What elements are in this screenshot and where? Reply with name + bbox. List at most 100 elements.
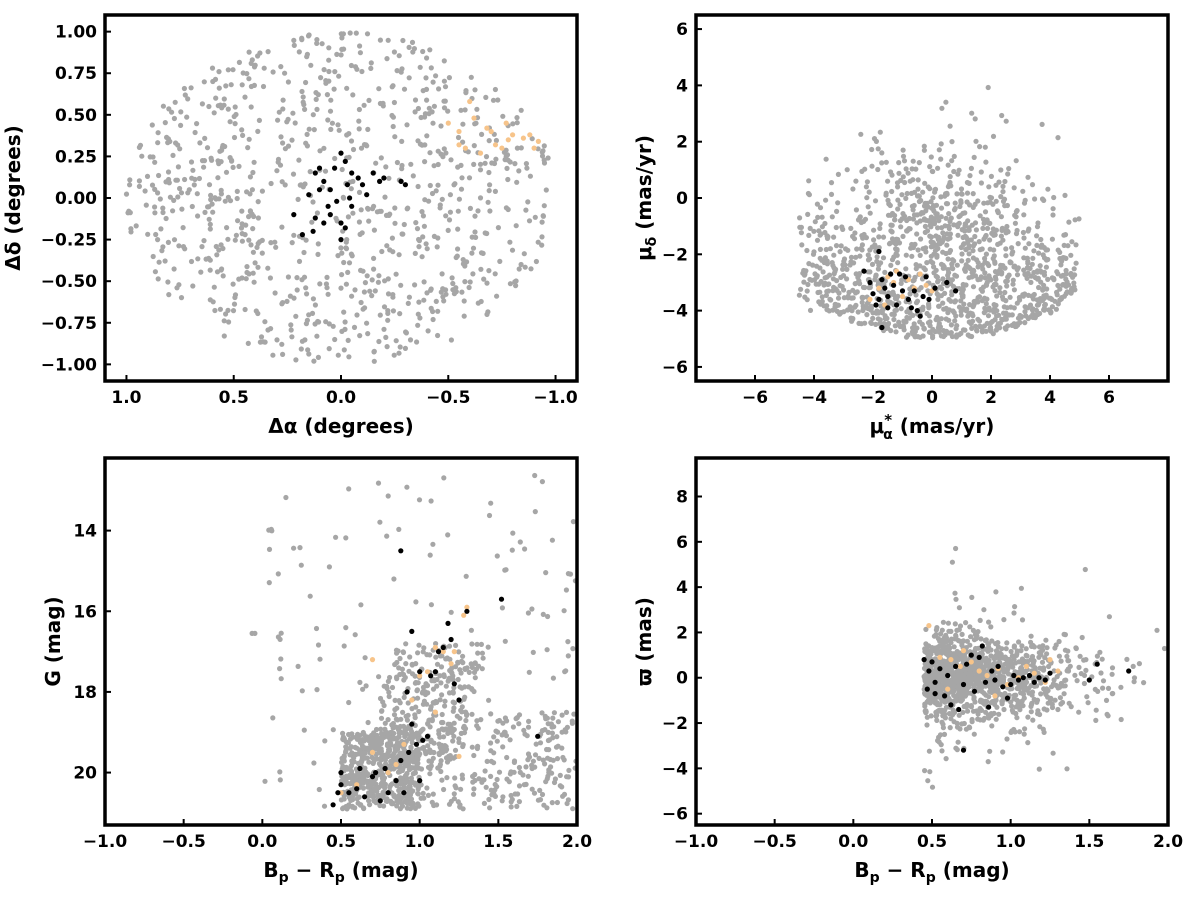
field-point xyxy=(910,312,916,318)
field-point xyxy=(234,195,240,202)
members-point xyxy=(929,659,935,665)
field-point xyxy=(550,715,556,721)
members-point xyxy=(402,182,408,188)
field-point xyxy=(195,256,201,262)
field-point xyxy=(326,45,332,51)
field-point xyxy=(178,295,185,301)
field-point xyxy=(871,237,877,243)
field-point xyxy=(811,249,817,255)
field-point xyxy=(1014,715,1020,721)
members-point xyxy=(401,790,407,796)
field-point xyxy=(330,323,336,329)
field-point xyxy=(948,330,954,336)
field-point xyxy=(450,677,456,683)
field-point xyxy=(1093,707,1099,713)
field-point xyxy=(922,768,928,774)
series-highlight xyxy=(338,604,470,796)
field-point xyxy=(409,736,415,742)
field-point xyxy=(435,235,441,241)
field-point xyxy=(938,141,944,147)
field-point xyxy=(390,294,396,300)
field-point xyxy=(475,650,481,656)
field-point xyxy=(841,287,847,293)
series-field xyxy=(921,545,1168,790)
field-point xyxy=(844,266,850,272)
field-point xyxy=(250,249,256,255)
field-point xyxy=(404,484,410,490)
field-point xyxy=(1076,216,1082,222)
field-point xyxy=(431,163,437,169)
field-point xyxy=(970,708,977,714)
field-point xyxy=(380,792,386,798)
members-point xyxy=(911,288,917,294)
field-point xyxy=(434,661,441,667)
field-point xyxy=(494,293,500,299)
highlight-point xyxy=(488,128,494,135)
field-point xyxy=(339,759,345,766)
field-point xyxy=(194,191,200,197)
field-point xyxy=(385,291,392,297)
field-point xyxy=(211,110,217,116)
field-point xyxy=(293,313,299,319)
field-point xyxy=(969,333,975,340)
field-point xyxy=(1071,284,1077,290)
field-point xyxy=(1020,703,1026,709)
field-point xyxy=(990,201,996,207)
y-tick-label: −2 xyxy=(662,245,688,265)
field-point xyxy=(383,761,389,767)
field-point xyxy=(951,168,957,175)
members-point xyxy=(885,305,891,311)
field-point xyxy=(336,127,342,133)
field-point xyxy=(535,797,542,803)
members-point xyxy=(902,274,909,280)
field-point xyxy=(899,216,905,222)
field-point xyxy=(936,739,942,745)
field-point xyxy=(975,316,981,322)
field-point xyxy=(850,295,856,301)
field-point xyxy=(539,153,546,159)
field-point xyxy=(395,648,401,654)
field-point xyxy=(1061,631,1067,637)
field-point xyxy=(248,104,254,110)
field-point xyxy=(221,96,227,102)
field-point xyxy=(943,250,949,257)
field-point xyxy=(931,251,937,257)
field-point xyxy=(311,127,317,133)
field-point xyxy=(450,689,456,695)
field-point xyxy=(997,320,1004,326)
field-point xyxy=(940,300,946,306)
field-point xyxy=(944,242,950,248)
field-point xyxy=(357,43,363,49)
field-point xyxy=(417,315,423,321)
field-point xyxy=(360,753,366,759)
field-point xyxy=(482,160,488,166)
field-point xyxy=(900,153,907,159)
field-point xyxy=(550,675,557,681)
field-point xyxy=(397,700,403,706)
field-point xyxy=(508,799,514,805)
field-point xyxy=(346,154,352,160)
field-point xyxy=(207,221,213,227)
members-point xyxy=(1047,670,1053,676)
field-point xyxy=(1009,653,1016,659)
field-point xyxy=(1009,245,1015,251)
field-point xyxy=(239,127,245,133)
field-point xyxy=(458,107,464,113)
field-point xyxy=(366,759,372,765)
field-point xyxy=(357,679,363,686)
field-point xyxy=(407,780,413,786)
field-point xyxy=(243,276,249,282)
field-point xyxy=(450,673,456,679)
field-point xyxy=(356,773,362,779)
field-point xyxy=(936,237,942,243)
field-point xyxy=(417,64,423,70)
field-point xyxy=(344,806,350,812)
field-point xyxy=(823,292,830,298)
field-point xyxy=(1045,700,1051,706)
field-point xyxy=(429,190,436,197)
field-point xyxy=(486,169,492,176)
field-point xyxy=(964,190,971,196)
field-point xyxy=(322,738,328,744)
field-point xyxy=(255,215,261,221)
